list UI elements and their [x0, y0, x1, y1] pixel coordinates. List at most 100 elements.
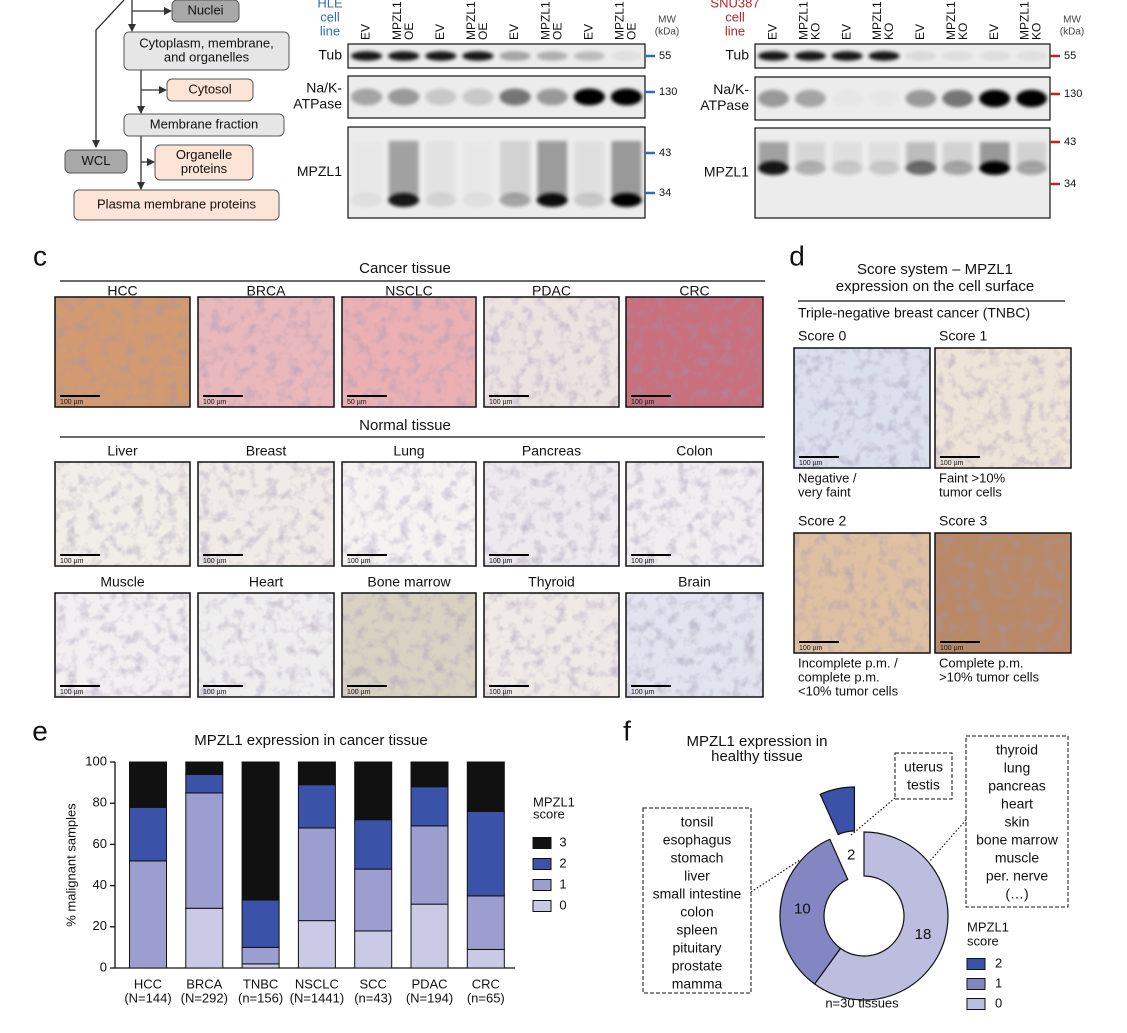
- cell-line-label: HLE: [317, 0, 343, 10]
- bar-segment: [241, 946, 280, 965]
- scale-label: 100 µm: [940, 460, 964, 467]
- tissue-border: [341, 296, 477, 408]
- panel-title: expression on the cell surface: [836, 278, 1034, 295]
- lane-label: EV: [987, 24, 1001, 40]
- scale-label: 100 µm: [347, 558, 371, 565]
- blot-smear: [574, 141, 605, 196]
- flow-label: Nuclei: [187, 2, 223, 17]
- tile-label: Pancreas: [522, 443, 581, 459]
- blot-band: [610, 193, 643, 207]
- flow-label: Cytosol: [188, 81, 231, 96]
- tissue-border: [54, 461, 191, 567]
- tile-label: CRC: [679, 283, 709, 299]
- tissue-border: [483, 461, 620, 567]
- lane-label: OE: [476, 23, 490, 40]
- bar-segment: [185, 773, 224, 794]
- legend-swatch: [966, 958, 986, 970]
- score-caption: <10% tumor cells: [798, 683, 899, 698]
- tile-label: Heart: [249, 574, 283, 590]
- blot-band: [388, 88, 420, 106]
- flow-arrows: [92, 0, 172, 190]
- blot-smear: [943, 142, 973, 164]
- tissue-border: [793, 532, 931, 654]
- blot-band: [350, 88, 383, 106]
- mw-label: 34: [1064, 178, 1076, 190]
- panel-letter: e: [32, 715, 48, 746]
- blot-band: [979, 89, 1011, 108]
- blot-band: [757, 51, 789, 61]
- mw-label: 130: [659, 86, 677, 98]
- bar-segment: [129, 761, 167, 808]
- bar-segment: [410, 761, 449, 788]
- bar-segment: [241, 899, 280, 948]
- scale-label: 100 µm: [203, 558, 227, 565]
- blot-panel: [754, 127, 1051, 219]
- blot-band: [905, 51, 937, 61]
- callout-text: liver: [684, 868, 710, 884]
- tissue-border: [625, 592, 764, 698]
- bar-segment: [466, 895, 505, 950]
- scale-label: 100 µm: [347, 689, 371, 696]
- bar-segment: [185, 792, 224, 909]
- lane-label: OE: [402, 23, 416, 40]
- callout-text: spleen: [676, 922, 717, 938]
- x-tick-note: (N=1441): [290, 990, 345, 1005]
- tissue-border: [934, 532, 1072, 654]
- mw-title: MW: [1063, 15, 1081, 26]
- blot-smear: [869, 142, 899, 164]
- legend-label: 2: [995, 955, 1002, 970]
- y-axis-label: % malignant samples: [63, 803, 78, 927]
- blot-band: [794, 51, 826, 61]
- bar-segment: [354, 761, 393, 821]
- tile-label: HCC: [107, 283, 137, 299]
- blot-band: [610, 51, 643, 61]
- lane-label: MPZL1: [390, 1, 404, 40]
- scale-label: 100 µm: [631, 689, 655, 696]
- mw-label: 55: [1064, 50, 1076, 62]
- score-label: Score 0: [798, 328, 846, 344]
- callout-text: stomach: [671, 850, 724, 866]
- flow-label: Plasma membrane proteins: [97, 196, 256, 211]
- bar-segment: [297, 761, 336, 786]
- y-tick-label: 20: [93, 918, 107, 933]
- callout-text: testis: [907, 777, 940, 793]
- y-tick-label: 100: [85, 753, 107, 768]
- blot-smear: [795, 142, 826, 164]
- flow-box: [171, 0, 240, 23]
- score-caption: tumor cells: [939, 484, 1002, 499]
- tile-label: NSCLC: [385, 283, 432, 299]
- lane-label: MPZL1: [613, 1, 627, 40]
- legend-title: score: [967, 933, 999, 948]
- bar-segment: [466, 810, 505, 897]
- blot-smear: [611, 141, 642, 196]
- row-label: ATPase: [700, 97, 749, 113]
- tissue-border: [197, 461, 335, 567]
- mw-title: (kDa): [655, 27, 679, 38]
- row-label: Tub: [318, 47, 342, 63]
- lane-label: MPZL1: [944, 1, 958, 40]
- callout-text: uterus: [904, 759, 943, 775]
- tile-label: Breast: [246, 443, 287, 459]
- blot-band: [350, 51, 383, 61]
- mw-label: 34: [659, 187, 671, 199]
- lane-label: MPZL1: [870, 1, 884, 40]
- lane-label: MPZL1: [1018, 1, 1032, 40]
- flow-box: [123, 31, 290, 71]
- tissue-texture: [626, 462, 763, 566]
- scale-label: 100 µm: [203, 399, 227, 406]
- blot-band: [536, 88, 568, 106]
- slice-label: 2: [847, 846, 855, 863]
- tissue-texture: [626, 593, 763, 697]
- callout-box: [642, 807, 752, 994]
- x-tick-label: TNBC: [243, 976, 278, 991]
- callout-box: [894, 752, 953, 800]
- panel-letter: f: [623, 715, 631, 746]
- blot-smear: [979, 142, 1010, 164]
- blot-band: [757, 161, 789, 175]
- scale-label: 100 µm: [60, 689, 84, 696]
- tissue-texture: [198, 297, 334, 407]
- blot-band: [536, 193, 568, 207]
- blot-band: [573, 88, 605, 106]
- blot-smear: [758, 142, 789, 164]
